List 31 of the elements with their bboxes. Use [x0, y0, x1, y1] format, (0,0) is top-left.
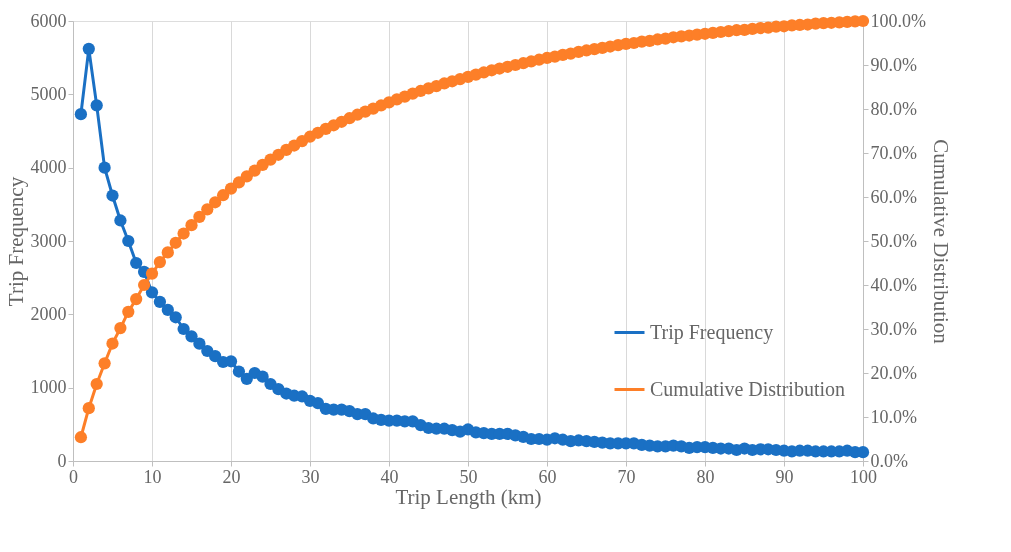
x-axis-title: Trip Length (km)	[395, 484, 542, 509]
x-tick-label: 60	[538, 466, 557, 487]
y2-tick-label: 10.0%	[870, 406, 917, 427]
y2-tick-label: 80.0%	[870, 98, 917, 119]
y2-tick-label: 50.0%	[870, 230, 917, 251]
y2-tick-label: 70.0%	[870, 142, 917, 163]
y-tick-label: 2000	[30, 303, 67, 324]
x-tick-label: 90	[775, 466, 794, 487]
y2-tick-label: 100.0%	[870, 10, 926, 31]
x-tick-label: 80	[696, 466, 715, 487]
x-tick-label: 10	[143, 466, 162, 487]
y-tick-label: 0	[57, 450, 67, 471]
y-tick-label: 5000	[30, 83, 67, 104]
x-tick-label: 40	[380, 466, 399, 487]
x-tick-label: 70	[617, 466, 636, 487]
legend-label: Trip Frequency	[650, 320, 774, 344]
y-tick-label: 3000	[30, 230, 67, 251]
x-tick-label: 30	[301, 466, 320, 487]
y-tick-label: 1000	[30, 377, 67, 398]
x-tick-label: 20	[222, 466, 241, 487]
x-tick-label: 50	[459, 466, 478, 487]
y2-axis-title: Cumulative Distribution	[928, 139, 953, 345]
legend-label: Cumulative Distribution	[650, 377, 845, 400]
y-tick-label: 4000	[30, 157, 67, 178]
y2-tick-label: 30.0%	[870, 318, 917, 339]
y-tick-label: 6000	[30, 10, 67, 31]
y2-tick-label: 20.0%	[870, 362, 917, 383]
y2-tick-label: 90.0%	[870, 54, 917, 75]
y2-tick-label: 40.0%	[870, 274, 917, 295]
y2-tick-label: 60.0%	[870, 186, 917, 207]
y-axis-title: Trip Frequency	[3, 176, 28, 307]
